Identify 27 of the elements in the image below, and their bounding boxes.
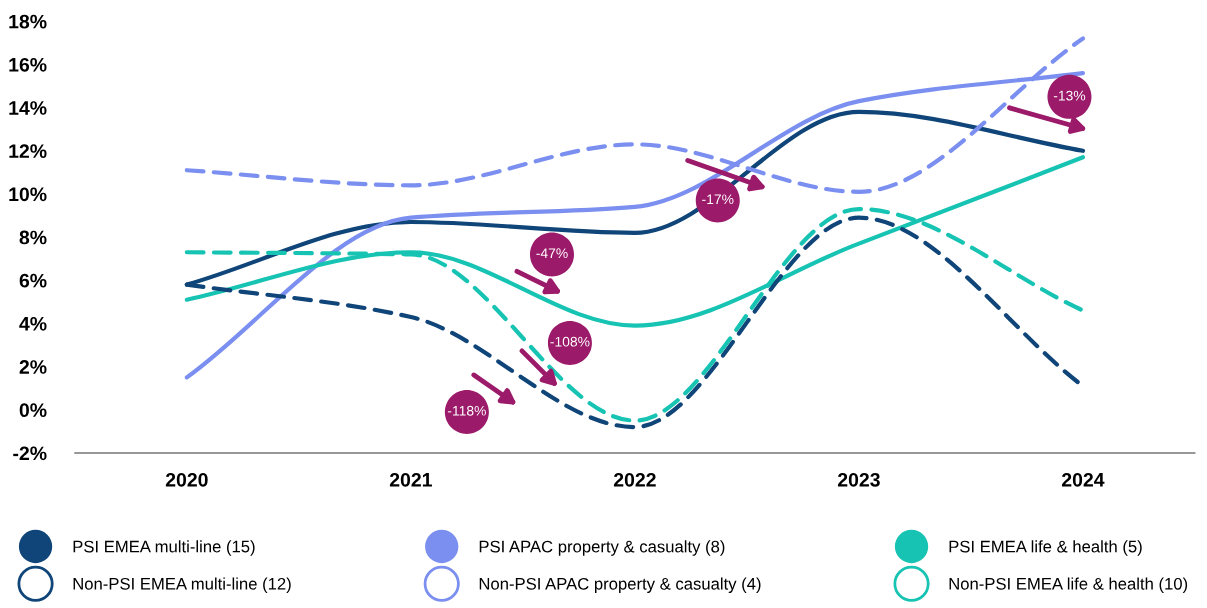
x-tick-label: 2021	[389, 472, 432, 487]
x-tick-label: 2024	[1061, 472, 1105, 487]
legend-label: Non-PSI EMEA multi-line (12)	[73, 577, 291, 593]
x-tick-label: 2023	[837, 472, 880, 487]
y-tick-label: 4%	[19, 316, 47, 331]
y-tick-label: 8%	[19, 230, 47, 245]
annotation: -17%	[702, 194, 734, 205]
y-tick-label: 12%	[9, 144, 47, 158]
annotation: -118%	[447, 405, 486, 416]
x-tick-label: 2020	[165, 472, 208, 487]
y-tick-label: 10%	[9, 187, 47, 202]
legend-label: Non-PSI EMEA life & health (10)	[949, 577, 1188, 593]
y-tick-label: 18%	[9, 14, 47, 29]
legend-label: PSI EMEA life & health (5)	[949, 540, 1142, 556]
y-tick-label: -2%	[13, 446, 47, 461]
y-tick-label: 6%	[19, 273, 47, 288]
x-tick-label: 2022	[613, 472, 656, 487]
legend-label: Non-PSI APAC property & casualty (4)	[479, 577, 761, 593]
annotation: -13%	[1053, 90, 1086, 101]
legend-label: PSI APAC property & casualty (8)	[479, 540, 725, 556]
y-tick-label: 2%	[19, 360, 47, 374]
annotation: -47%	[536, 248, 568, 259]
annotation: -108%	[550, 336, 590, 347]
y-tick-label: 16%	[9, 57, 47, 72]
legend-label: PSI EMEA multi-line (15)	[73, 540, 255, 556]
y-tick-label: 0%	[19, 403, 47, 418]
y-tick-label: 14%	[9, 101, 47, 115]
